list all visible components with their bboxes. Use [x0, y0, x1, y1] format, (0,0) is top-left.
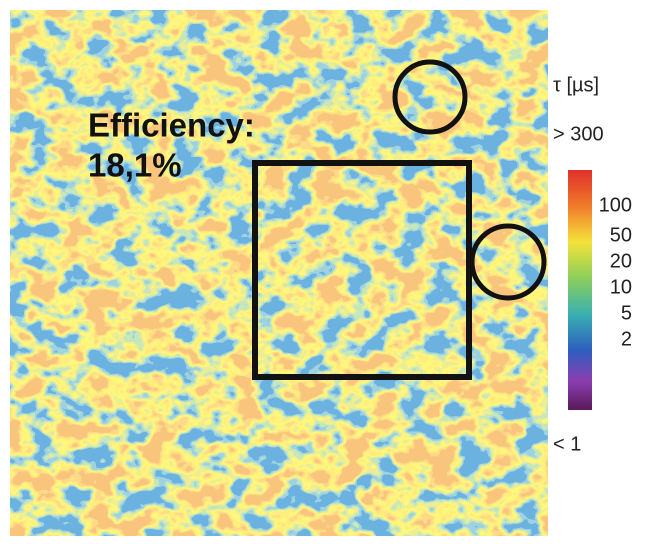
colorbar-ticks: 100 50 20 10 5 2 — [599, 194, 632, 350]
lifetime-map-texture — [10, 10, 548, 536]
colorbar-label: 2 — [621, 328, 632, 350]
defect-circle — [469, 223, 547, 301]
colorbar-max: > 300 — [553, 123, 604, 145]
colorbar-label: 100 — [599, 194, 632, 216]
efficiency-label: Efficiency: — [88, 107, 255, 144]
colorbar-min: < 1 — [553, 433, 581, 455]
efficiency-value: 18,1% — [88, 147, 182, 184]
colorbar — [568, 170, 592, 410]
colorbar-title: τ [µs] — [553, 74, 599, 96]
colorbar-label: 10 — [610, 276, 632, 298]
colorbar-label: 20 — [610, 250, 632, 272]
defect-circle — [392, 59, 468, 135]
colorbar-label: 5 — [621, 302, 632, 324]
colorbar-label: 50 — [610, 224, 632, 246]
region-box — [252, 160, 472, 380]
